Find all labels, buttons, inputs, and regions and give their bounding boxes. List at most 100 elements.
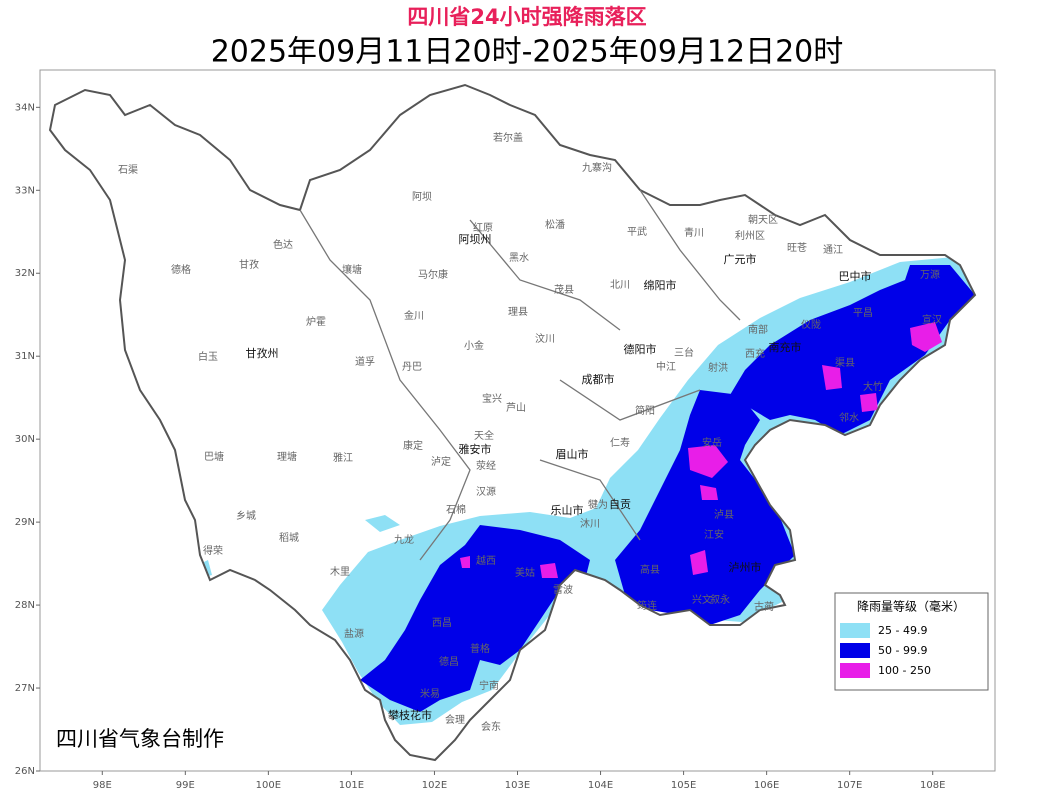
county-label: 色达 <box>273 238 293 251</box>
rain-area <box>730 265 975 435</box>
x-tick-label: 98E <box>93 780 112 791</box>
title: 四川省24小时强降雨落区 <box>407 5 646 29</box>
city-label: 眉山市 <box>556 447 589 461</box>
legend-swatch <box>840 623 870 638</box>
x-tick-label: 107E <box>837 780 862 791</box>
county-label: 雷波 <box>553 583 573 596</box>
county-label: 青川 <box>684 226 704 239</box>
county-label: 西昌 <box>432 617 452 629</box>
county-label: 南部 <box>748 323 768 336</box>
x-tick-label: 99E <box>176 780 195 791</box>
y-tick-label: 34N <box>15 102 35 113</box>
county-label: 荥经 <box>476 459 496 472</box>
x-tick-label: 100E <box>256 780 281 791</box>
county-label: 高县 <box>640 563 660 576</box>
rain-area <box>822 365 842 390</box>
city-label: 甘孜州 <box>246 346 279 360</box>
county-label: 汶川 <box>535 332 555 345</box>
county-label: 石渠 <box>118 164 138 176</box>
credit: 四川省气象台制作 <box>56 727 224 751</box>
rain-area <box>615 390 795 625</box>
x-tick-label: 102E <box>422 780 447 791</box>
county-label: 茂县 <box>554 283 574 296</box>
county-label: 黑水 <box>509 252 529 264</box>
county-label: 中江 <box>656 360 676 373</box>
county-label: 美姑 <box>515 566 535 579</box>
county-label: 巴塘 <box>204 450 224 463</box>
y-tick-label: 27N <box>15 683 35 694</box>
county-label: 三台 <box>674 346 694 359</box>
county-label: 宣汉 <box>922 313 942 326</box>
county-label: 稻城 <box>279 532 299 544</box>
county-label: 会东 <box>481 720 501 733</box>
county-label: 仁寿 <box>610 436 630 449</box>
county-label: 德昌 <box>439 655 459 668</box>
county-label: 雅江 <box>333 451 353 464</box>
county-label: 马尔康 <box>418 268 448 281</box>
county-label: 木里 <box>330 566 350 578</box>
county-label: 米易 <box>420 687 440 700</box>
rain-area <box>690 550 708 575</box>
county-label: 万源 <box>920 268 940 281</box>
county-label: 旺苍 <box>787 241 807 254</box>
rain-area <box>360 525 590 712</box>
county-label: 简阳 <box>635 404 655 417</box>
county-label: 江安 <box>704 528 724 541</box>
county-label: 甘孜 <box>239 258 259 271</box>
city-label: 德阳市 <box>624 342 657 356</box>
city-label: 乐山市 <box>551 503 584 517</box>
county-label: 平昌 <box>853 307 873 319</box>
rain-area <box>198 515 400 578</box>
county-label: 道孚 <box>355 355 375 368</box>
county-label: 炉霍 <box>306 316 326 328</box>
legend-label: 100 - 250 <box>878 664 931 677</box>
county-label: 宁南 <box>479 679 499 692</box>
county-label: 会理 <box>445 713 465 726</box>
county-label: 康定 <box>403 439 423 452</box>
subtitle: 2025年09月11日20时-2025年09月12日20时 <box>211 35 844 70</box>
rain-areas <box>198 255 975 725</box>
county-label: 理塘 <box>277 450 297 463</box>
county-label: 沐川 <box>580 517 600 530</box>
y-tick-label: 31N <box>15 351 35 362</box>
county-label: 石棉 <box>446 503 466 516</box>
county-label: 西充 <box>745 347 765 360</box>
county-label: 越西 <box>476 554 496 567</box>
county-label: 通江 <box>823 244 843 256</box>
legend-title: 降雨量等级（毫米） <box>857 599 965 614</box>
county-label: 筠连 <box>637 599 657 612</box>
county-label: 平武 <box>627 225 647 238</box>
county-label: 乡城 <box>236 510 256 522</box>
county-label: 壤塘 <box>342 263 362 276</box>
county-label: 金川 <box>404 309 424 322</box>
county-label: 邻水 <box>839 411 859 424</box>
county-label: 天全 <box>474 429 494 442</box>
x-tick-label: 106E <box>754 780 779 791</box>
county-label: 汉源 <box>476 485 496 498</box>
county-label: 犍为 <box>588 499 608 511</box>
county-label: 宝兴 <box>482 392 502 405</box>
county-label: 利州区 <box>735 230 765 242</box>
rain-area <box>688 445 728 478</box>
county-label: 朝天区 <box>748 214 778 226</box>
county-label: 德格 <box>171 263 191 276</box>
county-label: 盐源 <box>344 627 364 640</box>
county-label: 芦山 <box>506 402 526 414</box>
prefecture-boundaries <box>299 189 741 561</box>
county-label: 大竹 <box>863 380 883 393</box>
county-label: 九寨沟 <box>582 161 612 174</box>
county-label: 丹巴 <box>402 361 422 373</box>
rain-area <box>700 485 718 500</box>
x-tick-label: 103E <box>505 780 530 791</box>
county-label: 阿坝 <box>412 191 432 203</box>
city-label: 南充市 <box>769 340 802 354</box>
rain-area <box>910 322 942 352</box>
county-label: 古蔺 <box>754 600 774 613</box>
legend-label: 50 - 99.9 <box>878 644 927 657</box>
county-label: 泸定 <box>431 455 451 468</box>
x-tick-label: 104E <box>588 780 613 791</box>
county-label: 红原 <box>473 221 493 234</box>
city-label: 雅安市 <box>459 442 492 456</box>
y-tick-label: 26N <box>15 766 35 777</box>
